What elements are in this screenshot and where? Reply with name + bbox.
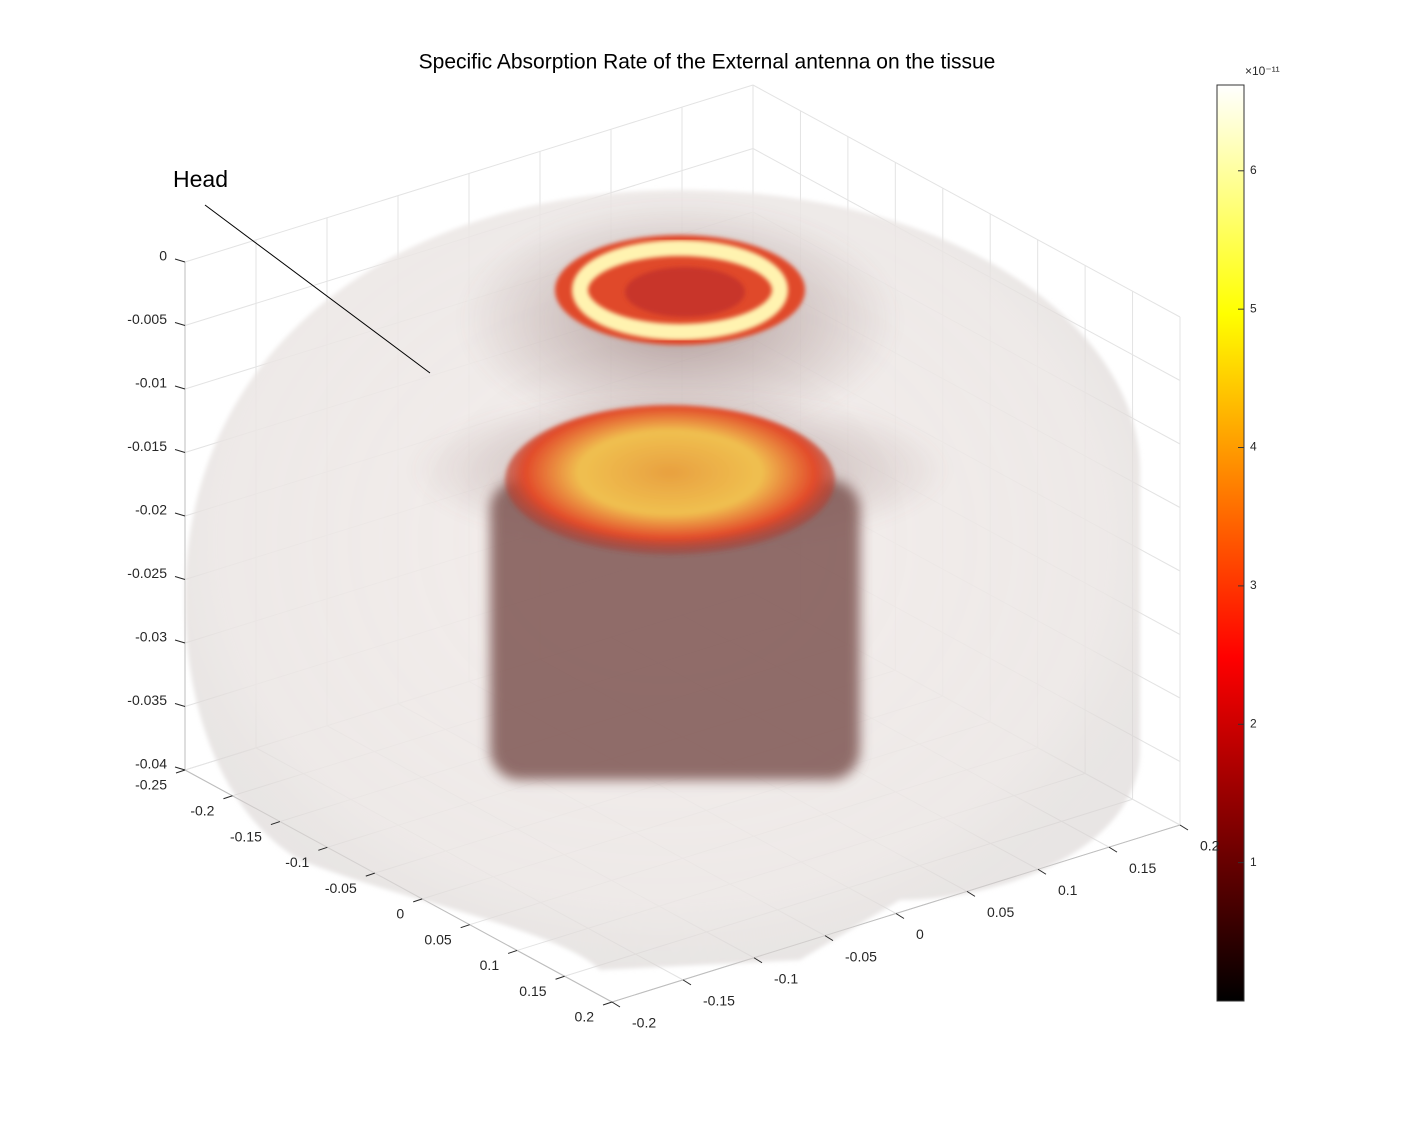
x-tick-label: 0.05 [424, 931, 451, 947]
volume [185, 190, 1140, 970]
x-tick-label: -0.15 [230, 828, 262, 844]
chart-title: Specific Absorption Rate of the External… [419, 51, 996, 74]
y-tick-label: 0.2 [1200, 838, 1220, 854]
x-tick [602, 1001, 613, 1006]
x-tick [365, 872, 375, 877]
y-tick-label: 0 [916, 926, 924, 942]
y-tick [966, 890, 976, 897]
z-tick-label: 0 [159, 248, 167, 264]
y-tick-label: 0.1 [1058, 882, 1078, 898]
y-tick-label: 0.05 [987, 904, 1014, 920]
y-tick-label: -0.15 [703, 993, 735, 1009]
z-tick [174, 703, 186, 707]
z-tick-label: -0.04 [135, 756, 167, 772]
colorbar-tick-label: 5 [1250, 301, 1257, 315]
x-tick-label: 0 [396, 906, 404, 922]
colorbar-tick-label: 2 [1250, 716, 1257, 730]
y-tick [895, 913, 905, 919]
z-tick [174, 512, 186, 517]
z-tick [174, 385, 186, 390]
x-tick-label: 0.1 [480, 957, 500, 973]
y-tick-label: 0.15 [1129, 860, 1156, 876]
y-tick [753, 957, 763, 964]
x-tick [223, 795, 233, 800]
x-tick-label: 0.15 [519, 983, 546, 999]
y-tick-label: -0.1 [774, 970, 798, 986]
x-tick [270, 821, 281, 826]
annotation-line [204, 204, 431, 374]
colorbar-tick-label: 3 [1250, 578, 1257, 592]
z-tick [174, 639, 186, 644]
grid-line [752, 84, 1181, 318]
z-tick [174, 322, 186, 326]
z-tick [174, 766, 186, 771]
x-tick [460, 924, 470, 929]
y-tick [682, 979, 692, 986]
y-tick [1108, 846, 1118, 853]
x-tick [413, 898, 423, 903]
z-tick-label: -0.035 [127, 692, 167, 708]
x-tick [555, 975, 565, 980]
y-tick-label: -0.2 [632, 1015, 656, 1031]
z-tick-label: -0.02 [135, 502, 167, 518]
z-tick-label: -0.005 [127, 311, 167, 327]
colorbar [1216, 84, 1245, 1002]
colorbar-tick-label: 6 [1250, 163, 1257, 177]
colorbar-tick-label: 4 [1250, 440, 1257, 454]
x-tick [318, 846, 328, 851]
z-tick-label: -0.025 [127, 565, 167, 581]
annotation: Head [173, 166, 228, 192]
y-tick-label: -0.05 [845, 948, 877, 964]
z-tick [174, 449, 186, 453]
field-ring [625, 267, 745, 317]
x-tick [175, 769, 186, 774]
y-tick [1179, 824, 1189, 831]
z-tick [174, 258, 186, 263]
x-tick-label: -0.1 [285, 854, 309, 870]
field-ring [572, 240, 788, 340]
colorbar-exponent: ×10⁻¹¹ [1245, 64, 1280, 78]
z-tick [174, 576, 186, 580]
x-tick-label: -0.05 [325, 880, 357, 896]
x-tick-label: 0.2 [575, 1009, 595, 1025]
z-tick-label: -0.03 [135, 629, 167, 645]
x-tick [507, 949, 518, 954]
field-column [490, 480, 860, 780]
x-tick-label: -0.25 [135, 777, 167, 793]
colorbar-tick-label: 1 [1250, 855, 1257, 869]
field-disk [505, 405, 835, 555]
y-tick [611, 1001, 621, 1008]
y-tick [824, 935, 834, 942]
z-tick-label: -0.015 [127, 438, 167, 454]
x-tick-label: -0.2 [190, 802, 214, 818]
y-tick [1037, 868, 1047, 875]
z-tick-label: -0.01 [135, 375, 167, 391]
